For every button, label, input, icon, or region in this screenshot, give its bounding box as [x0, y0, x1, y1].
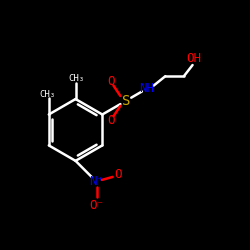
Text: S: S — [122, 94, 130, 108]
Text: CH₃: CH₃ — [69, 74, 85, 83]
Text: NH: NH — [139, 82, 154, 95]
Text: OH: OH — [186, 52, 201, 65]
Text: O: O — [108, 114, 115, 127]
Text: CH₃: CH₃ — [40, 90, 56, 99]
Text: O: O — [114, 168, 121, 181]
Text: N⁺: N⁺ — [89, 175, 104, 188]
Text: O⁻: O⁻ — [89, 199, 104, 212]
Text: O: O — [108, 75, 115, 88]
